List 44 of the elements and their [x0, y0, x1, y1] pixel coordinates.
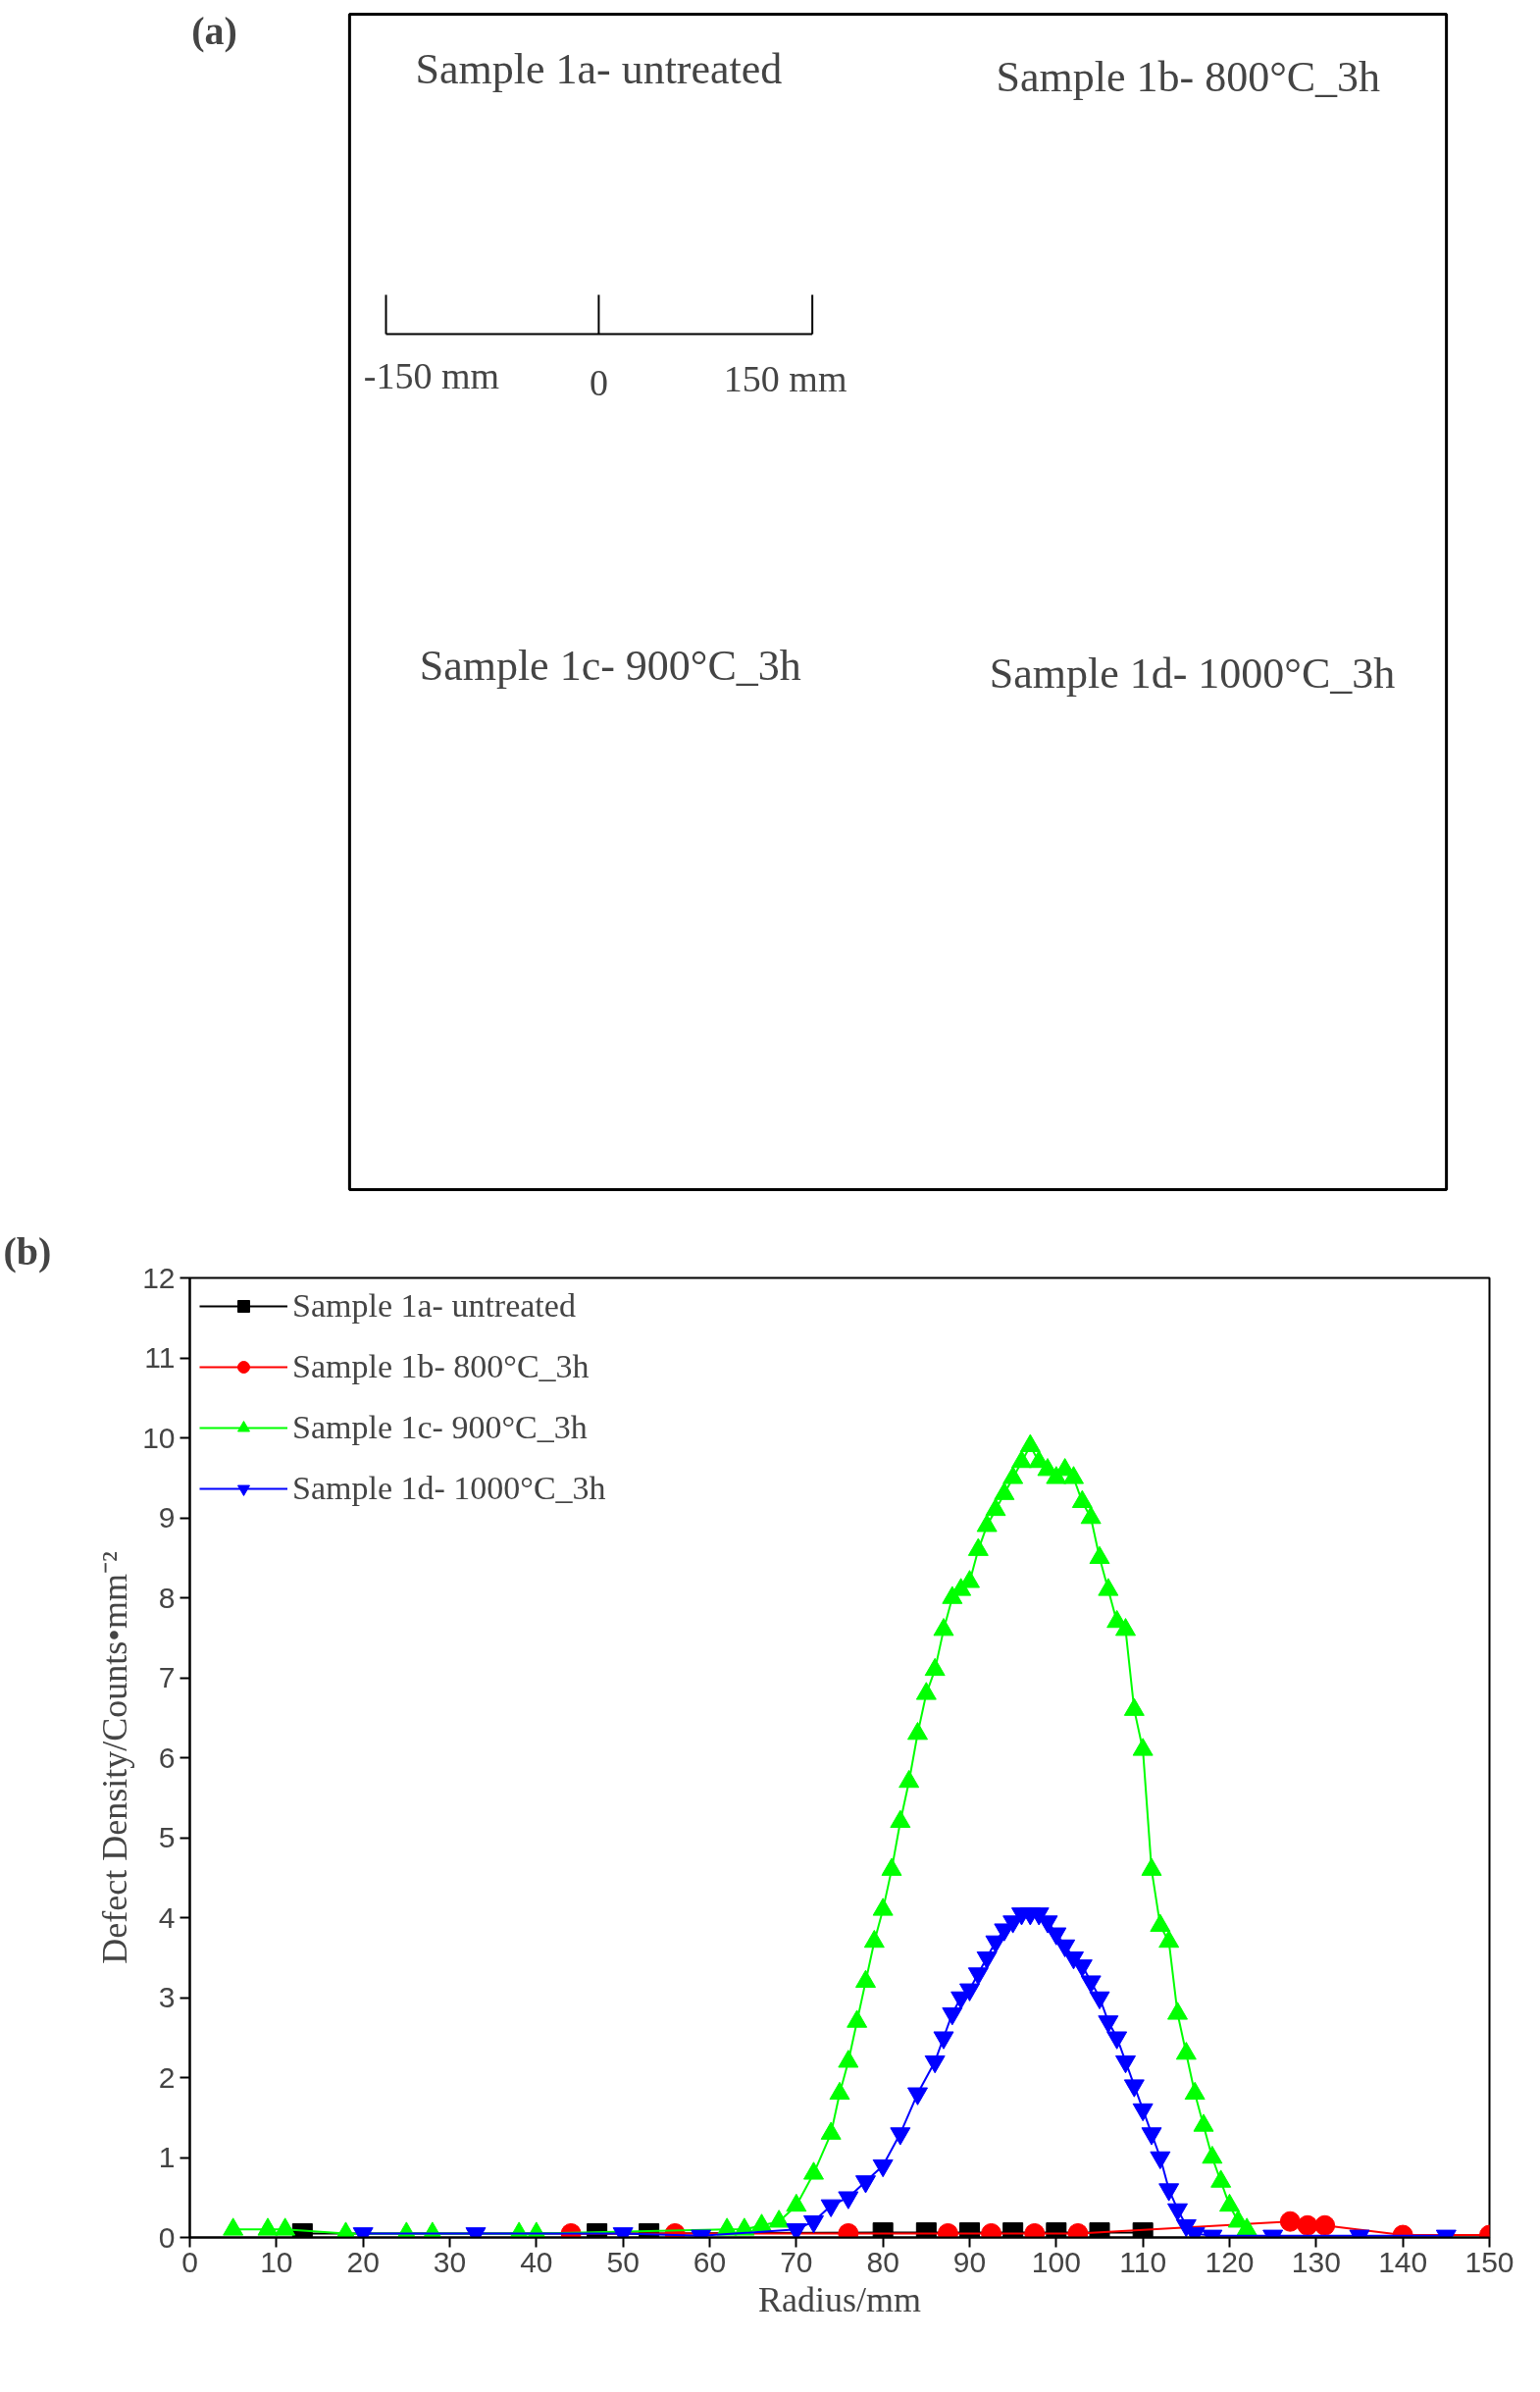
y-tick-label: 9	[158, 1501, 176, 1534]
x-tick-label: 130	[1291, 2245, 1341, 2278]
y-tick-label: 8	[158, 1581, 176, 1614]
x-tick-label: 150	[1464, 2245, 1514, 2278]
y-tick-label: 4	[158, 1900, 176, 1934]
x-tick-label: 40	[520, 2245, 553, 2278]
y-tick-label: 0	[158, 2220, 176, 2254]
text: Sample 1b- 800°C_3h	[996, 53, 1381, 101]
text: 0	[589, 362, 608, 403]
x-tick-label: 70	[780, 2245, 813, 2278]
y-tick-label: 12	[142, 1261, 176, 1294]
x-tick-label: 110	[1119, 2245, 1167, 2278]
x-tick-label: 100	[1031, 2245, 1081, 2278]
y-tick-label: 7	[158, 1661, 176, 1693]
text: 150 mm	[723, 357, 847, 399]
x-tick-label: 80	[866, 2245, 899, 2278]
text: Sample 1d- 1000°C_3h	[989, 650, 1396, 698]
x-tick-label: 10	[260, 2245, 293, 2278]
y-tick-label: 3	[158, 1981, 176, 2013]
x-tick-label: 90	[952, 2245, 987, 2278]
legend-label: Sample 1a- untreated	[292, 1287, 576, 1325]
x-axis-title: Radius/mm	[758, 2279, 922, 2319]
x-tick-label: 140	[1378, 2245, 1428, 2278]
chart-title: (b)	[3, 1228, 52, 1274]
text: -150 mm	[363, 354, 500, 396]
text: (a)	[191, 8, 237, 53]
x-tick-label: 120	[1205, 2245, 1255, 2278]
y-tick-label: 6	[158, 1741, 176, 1774]
legend-label: Sample 1b- 800°C_3h	[292, 1348, 590, 1385]
y-tick-label: 5	[158, 1821, 176, 1853]
y-axis-title: Defect Density/Counts•mm⁻²	[95, 1551, 135, 1964]
x-tick-label: 50	[606, 2245, 640, 2278]
x-tick-label: 30	[433, 2245, 467, 2278]
x-tick-label: 20	[346, 2245, 380, 2278]
y-tick-label: 10	[142, 1421, 176, 1454]
y-tick-label: 1	[158, 2141, 176, 2173]
text: Sample 1a- untreated	[415, 45, 783, 93]
x-tick-label: 60	[693, 2245, 727, 2278]
y-tick-label: 11	[144, 1341, 176, 1374]
legend-label: Sample 1c- 900°C_3h	[292, 1409, 588, 1446]
text: Sample 1c- 900°C_3h	[419, 642, 801, 690]
y-tick-label: 2	[158, 2060, 176, 2094]
legend-label: Sample 1d- 1000°C_3h	[292, 1470, 606, 1507]
x-tick-label: 0	[181, 2245, 198, 2278]
